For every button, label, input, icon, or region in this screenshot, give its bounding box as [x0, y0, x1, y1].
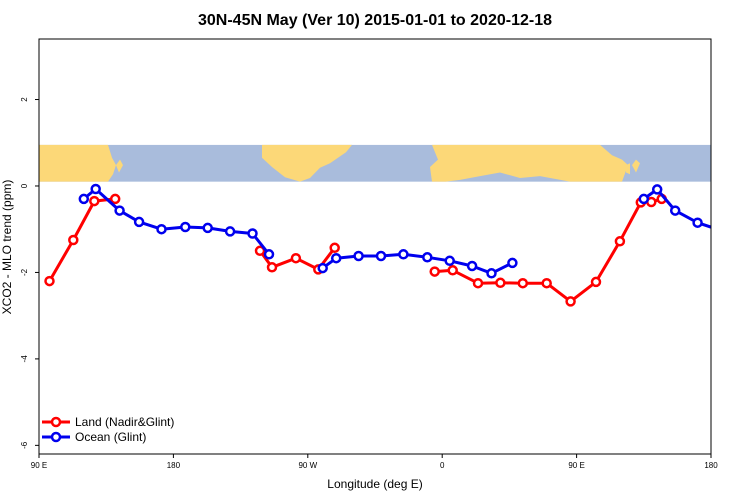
series-2-line [82, 187, 271, 256]
series-1-point [429, 266, 440, 277]
series-1-point [44, 275, 55, 287]
series-3-point [651, 184, 663, 195]
series-2-point [486, 268, 497, 279]
series-3 [638, 184, 724, 234]
series-2-point [422, 252, 433, 263]
series-1-point [472, 277, 484, 289]
world-map-band [39, 144, 711, 182]
series-1-point [495, 277, 506, 289]
y-tick-label: -2 [20, 268, 29, 276]
series-3-point [669, 205, 681, 216]
legend-land-label: Land (Nadir&Glint) [75, 415, 174, 429]
series-2-point [330, 252, 342, 264]
y-tick-label: -4 [20, 355, 29, 363]
x-tick-label: 180 [704, 461, 718, 470]
x-tick-label: 90 W [298, 461, 317, 470]
series-2-point [263, 249, 275, 260]
plot-frame [38, 38, 712, 455]
series-1-point [89, 195, 100, 207]
series-2-point [317, 262, 328, 274]
legend: Land (Nadir&Glint) Ocean (Glint) [42, 415, 174, 444]
x-tick-label: 90 E [568, 461, 584, 470]
y-tick-label: -6 [20, 441, 29, 449]
series-1-point [290, 252, 302, 264]
x-tick-label: 90 E [31, 461, 47, 470]
series-2-point [247, 228, 258, 239]
series-1-point [68, 234, 79, 246]
series-1-point [565, 296, 576, 307]
map-land [430, 144, 628, 182]
series-2-point [114, 205, 125, 216]
x-axis-label: Longitude (deg E) [327, 477, 422, 491]
map-land [262, 144, 352, 182]
series-2-point [398, 249, 409, 260]
series-2-point [90, 183, 101, 195]
map-land [39, 144, 116, 182]
series-1-point [254, 245, 266, 257]
legend-ocean-label: Ocean (Glint) [75, 430, 146, 444]
legend-ocean-marker [50, 431, 62, 443]
series-2 [78, 183, 518, 279]
series-1-point [329, 242, 340, 254]
map-land [116, 159, 123, 173]
series-1-point [590, 276, 602, 288]
series-1-point [109, 193, 121, 205]
series-1-point [266, 262, 278, 273]
series-1-line [48, 197, 116, 282]
chart-title: 30N-45N May (Ver 10) 2015-01-01 to 2020-… [198, 12, 552, 29]
x-tick-label: 0 [440, 461, 445, 470]
series-2-point [466, 260, 478, 272]
legend-land-marker [50, 416, 62, 428]
series-2-point [375, 250, 387, 262]
map-land [632, 159, 640, 173]
series-3-point [692, 217, 703, 228]
series-1-point [614, 236, 626, 247]
series-2-point [180, 221, 191, 233]
series-2-point [353, 250, 364, 262]
map-land [626, 163, 630, 175]
series-2-point [133, 216, 145, 228]
series-2-line [321, 252, 514, 275]
series-2-point [202, 222, 213, 234]
series-1 [44, 193, 667, 307]
series-1-point [447, 265, 458, 276]
series-3-point [638, 193, 650, 205]
y-tick-label: 0 [20, 183, 29, 188]
series-2-point [156, 223, 167, 235]
x-tick-label: 180 [167, 461, 181, 470]
series-2-point [224, 226, 236, 237]
series-1-point [541, 277, 552, 289]
y-axis: 2 0 -2 -4 -6 [20, 97, 39, 449]
x-axis: 90 E 180 90 W 0 90 E 180 [31, 454, 718, 470]
series-2-point [78, 193, 90, 205]
series-1-point [517, 277, 529, 289]
y-tick-label: 2 [20, 97, 29, 102]
series-3-line [642, 187, 711, 229]
series-2-point [507, 257, 518, 269]
series-2-point [444, 255, 455, 267]
series-3-point [716, 226, 724, 234]
y-axis-label: XCO2 - MLO trend (ppm) [0, 180, 14, 315]
